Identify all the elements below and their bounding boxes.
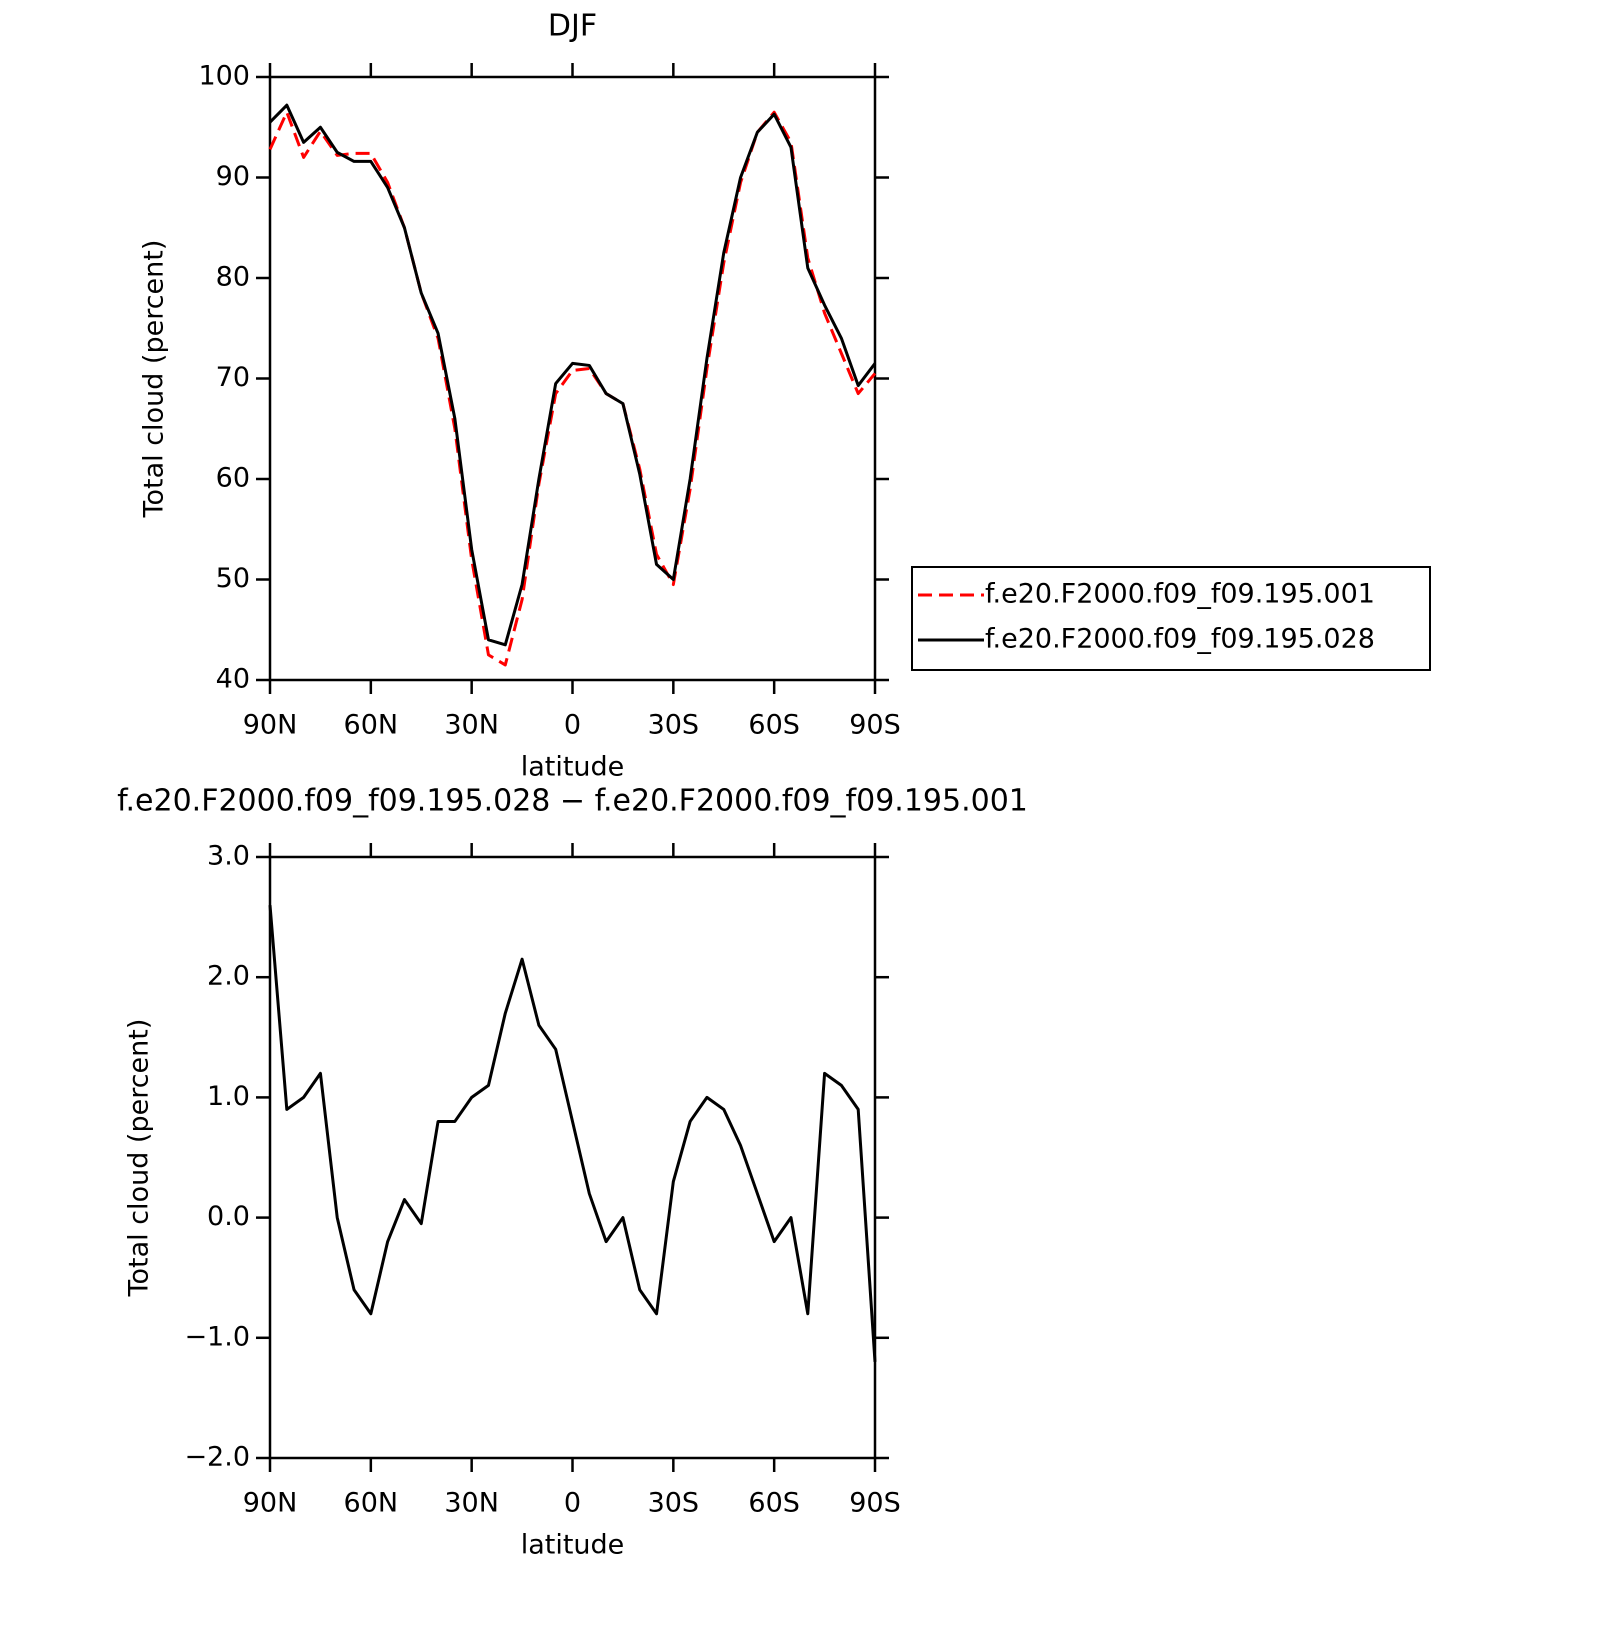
x-tick-label: 0 [564,710,581,741]
data-line [268,103,877,647]
x-tick-label: 60N [344,710,399,741]
x-tick-label: 60N [344,1488,399,1519]
y-tick-label: 70 [216,362,250,393]
data-line [268,904,877,1362]
data-line [268,110,877,667]
legend-box [911,566,1431,671]
x-tick-label: 90N [243,1488,298,1519]
x-tick-label: 90S [849,1488,901,1519]
y-axis-label: Total cloud (percent) [124,1019,155,1298]
x-axis-label: latitude [521,1530,625,1561]
x-tick-label: 30S [648,710,700,741]
y-tick-label: −2.0 [184,1442,250,1473]
y-tick-label: 0.0 [207,1201,250,1232]
x-axis-label: latitude [521,752,625,783]
y-tick-label: 80 [216,262,250,293]
plot-frame [268,855,877,1460]
chart-title: f.e20.F2000.f09_f09.195.028 − f.e20.F200… [117,784,1028,819]
x-tick-label: 60S [748,710,800,741]
y-tick-label: 90 [216,161,250,192]
y-tick-label: 60 [216,463,250,494]
x-tick-label: 30N [444,1488,499,1519]
x-tick-label: 30N [444,710,499,741]
x-tick-label: 30S [648,1488,700,1519]
y-tick-label: 3.0 [207,841,250,872]
x-tick-label: 0 [564,1488,581,1519]
x-tick-label: 90N [243,710,298,741]
y-tick-label: −1.0 [184,1321,250,1352]
y-tick-label: 2.0 [207,961,250,992]
x-tick-label: 90S [849,710,901,741]
chart-title: DJF [548,9,597,44]
y-tick-label: 50 [216,563,250,594]
x-tick-label: 60S [748,1488,800,1519]
legend-label: f.e20.F2000.f09_f09.195.028 [985,624,1375,655]
y-tick-label: 100 [198,61,250,92]
y-tick-label: 1.0 [207,1081,250,1112]
y-axis-label: Total cloud (percent) [139,240,170,519]
y-tick-label: 40 [216,664,250,695]
legend-label: f.e20.F2000.f09_f09.195.001 [985,579,1375,610]
plot-frame [268,75,877,682]
